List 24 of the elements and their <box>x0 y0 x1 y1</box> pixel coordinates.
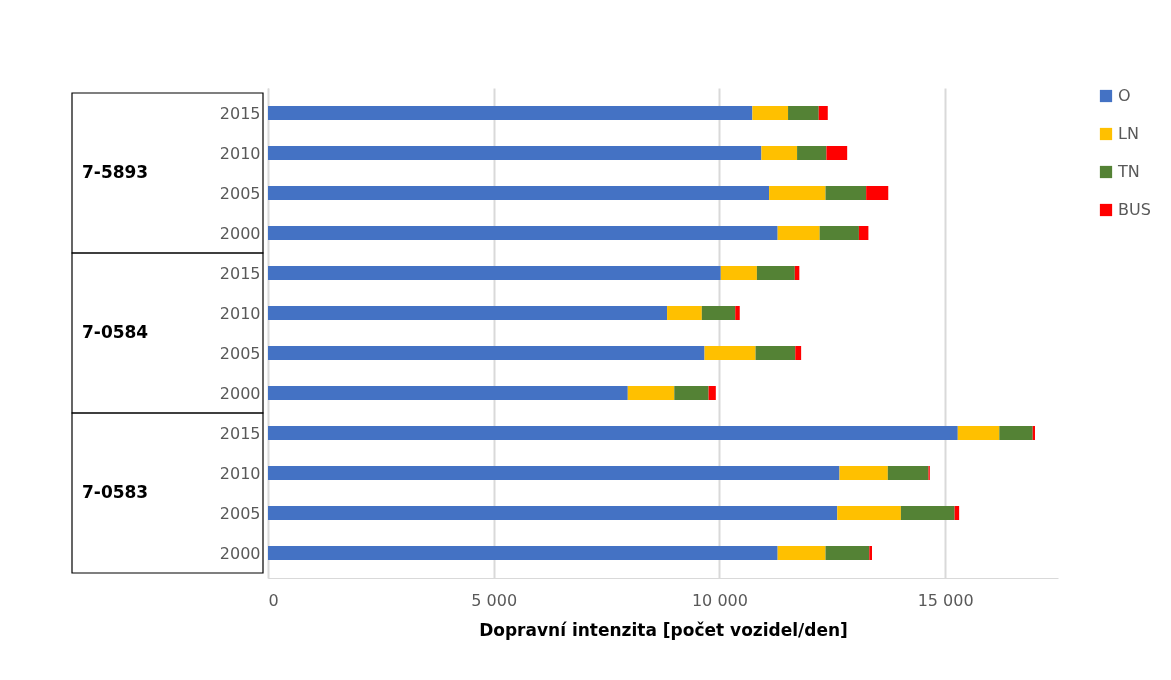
text: 7-5893 <box>82 162 149 182</box>
legend-label: BUS <box>1118 200 1151 219</box>
y-tick-label: 2010 <box>219 143 261 163</box>
x-tick-label: 0 <box>268 590 279 610</box>
y-tick-label: 2005 <box>219 343 261 363</box>
text: 7-0583 <box>82 482 149 502</box>
y-tick-label: 2015 <box>219 103 261 123</box>
x-tick-label: 10 000 <box>691 590 748 610</box>
y-tick-label: 2015 <box>219 423 261 443</box>
text: 7-0584 <box>82 322 149 342</box>
y-tick-label: 2015 <box>219 263 261 283</box>
y-tick-label: 2005 <box>219 183 261 203</box>
legend-label: TN <box>1117 162 1140 181</box>
x-tick-label: 5 000 <box>471 590 518 610</box>
x-tick-label: 15 000 <box>917 590 974 610</box>
x-axis-title: Dopravní intenzita [počet vozidel/den] <box>479 619 848 640</box>
legend-label: O <box>1118 86 1131 105</box>
y-tick-label: 2010 <box>219 303 261 323</box>
legend-label: LN <box>1118 124 1139 143</box>
y-tick-label: 2000 <box>219 543 261 563</box>
y-tick-label: 2010 <box>219 463 261 483</box>
y-tick-label: 2005 <box>219 503 261 523</box>
y-tick-label: 2000 <box>219 223 261 243</box>
y-tick-label: 2000 <box>219 383 261 403</box>
